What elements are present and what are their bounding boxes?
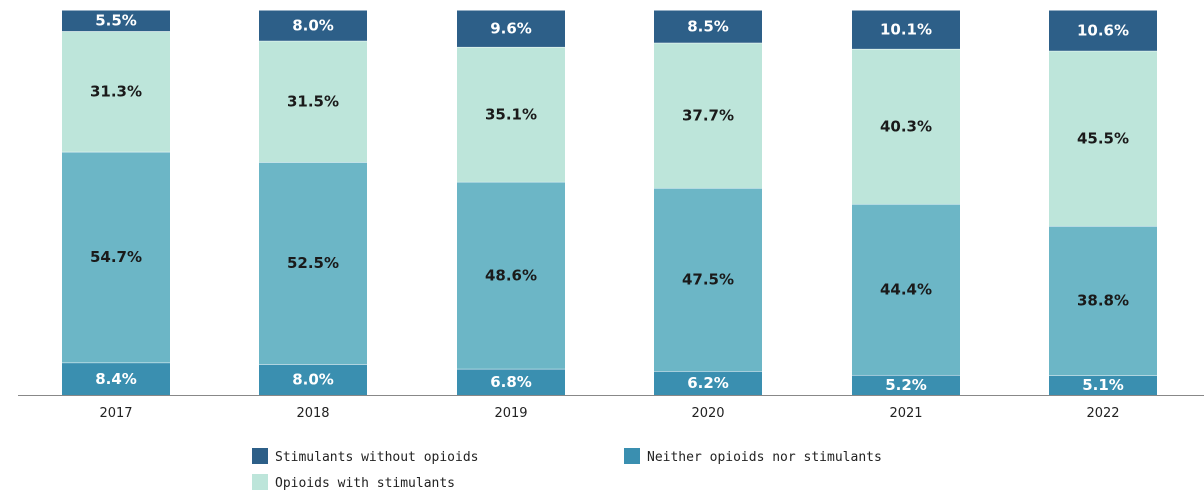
bar-segment <box>852 48 960 205</box>
bar-segment <box>654 371 762 395</box>
bar-segment <box>457 46 565 182</box>
bar-segment <box>654 188 762 372</box>
bar-segment <box>1049 225 1157 376</box>
data-label: 38.8% <box>1077 292 1129 310</box>
bar-segment <box>654 10 762 43</box>
bar-segment <box>1049 50 1157 226</box>
bar-segment <box>259 364 367 395</box>
bar-segment <box>852 374 960 395</box>
x-tick-label: 2021 <box>889 406 922 421</box>
legend-item[interactable]: Opioids with stimulants <box>252 474 455 491</box>
data-label: 52.5% <box>287 254 339 272</box>
data-label: 47.5% <box>682 271 734 289</box>
data-label: 31.3% <box>90 83 142 101</box>
data-label: 10.1% <box>880 20 932 38</box>
bar-segment <box>259 10 367 41</box>
data-label: 40.3% <box>880 117 932 135</box>
data-label: 45.5% <box>1077 129 1129 147</box>
data-label: 48.6% <box>485 266 537 284</box>
legend-swatch <box>624 448 640 464</box>
bar-segment <box>62 31 170 152</box>
legend-label: Neither opioids nor stimulants <box>647 450 882 465</box>
bar-segment <box>457 10 565 47</box>
bar-segment <box>62 151 170 363</box>
data-label: 8.5% <box>687 17 729 35</box>
x-tick-label: 2020 <box>691 406 724 421</box>
legend-item[interactable]: Stimulants without opioids <box>252 448 479 465</box>
legend-item[interactable]: Neither opioids nor stimulants <box>624 448 882 465</box>
legend-label: Stimulants without opioids <box>275 450 479 465</box>
legend-swatch <box>252 448 268 464</box>
data-label: 8.4% <box>95 370 137 388</box>
bar-segment <box>852 204 960 375</box>
x-tick-label: 2018 <box>296 406 329 421</box>
data-label: 31.5% <box>287 92 339 110</box>
bar-segment <box>259 40 367 163</box>
data-label: 37.7% <box>682 106 734 124</box>
bar-segment <box>62 362 170 395</box>
bar-segment <box>1049 10 1157 51</box>
x-tick-label: 2019 <box>494 406 527 421</box>
data-label: 8.0% <box>292 371 334 389</box>
bar-segment <box>1049 375 1157 395</box>
bar-segment <box>259 162 367 365</box>
bar-segment <box>62 10 170 32</box>
data-label: 5.1% <box>1082 376 1124 394</box>
bar-segment <box>457 181 565 369</box>
bar-segment <box>457 368 565 395</box>
x-tick-label: 2022 <box>1086 406 1119 421</box>
bar-segment <box>852 10 960 49</box>
legend-swatch <box>252 474 268 490</box>
data-label: 5.2% <box>885 376 927 394</box>
data-label: 54.7% <box>90 248 142 266</box>
data-label: 44.4% <box>880 281 932 299</box>
data-label: 10.6% <box>1077 21 1129 39</box>
legend-label: Opioids with stimulants <box>275 476 455 491</box>
data-label: 6.8% <box>490 373 532 391</box>
x-tick-label: 2017 <box>99 406 132 421</box>
data-label: 35.1% <box>485 105 537 123</box>
bar-segment <box>654 42 762 189</box>
data-label: 6.2% <box>687 374 729 392</box>
data-label: 8.0% <box>292 16 334 34</box>
data-label: 5.5% <box>95 12 137 30</box>
data-label: 9.6% <box>490 19 532 37</box>
